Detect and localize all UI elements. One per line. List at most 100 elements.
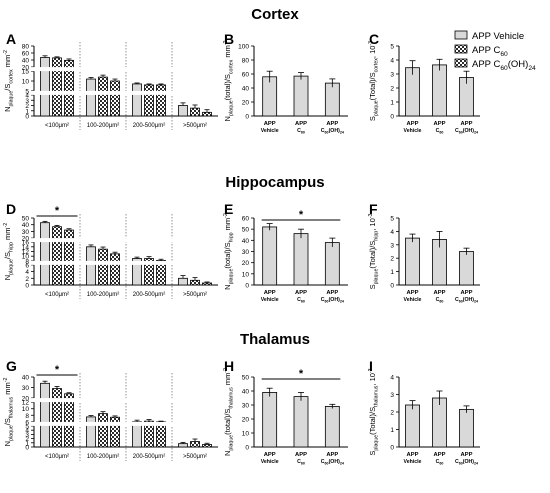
bar <box>98 76 108 117</box>
bar <box>86 246 96 286</box>
y-axis-label-part: cortex <box>373 58 379 73</box>
axis-break <box>30 67 220 72</box>
y-axis-label-part: cortex <box>8 69 14 84</box>
bar <box>178 277 188 286</box>
bar <box>405 237 420 286</box>
x-category-sublabel-part: (OH) <box>463 128 475 134</box>
y-axis-label-part: thalamus <box>373 385 379 407</box>
x-category-label: >500μm² <box>183 454 207 460</box>
x-category-sublabel-part: C <box>297 459 301 465</box>
panel-letter: I <box>369 358 373 374</box>
y-axis-label-part: , 10 <box>368 46 377 59</box>
x-category-sublabel-part: 60 <box>439 131 443 135</box>
y-axis-label-part: plaque <box>228 269 234 285</box>
y-axis-label-part: mm <box>223 45 232 60</box>
y-tick-label: 3 <box>390 72 394 79</box>
x-category-sublabel: C60 <box>297 297 305 304</box>
bar <box>52 388 62 448</box>
bar <box>262 391 278 448</box>
y-axis-label-part: S <box>368 116 377 121</box>
y-axis-label-part: -2 <box>3 377 9 382</box>
x-category-sublabel-part: 60 <box>301 462 305 466</box>
x-category-label: APP <box>264 290 276 296</box>
bar <box>293 233 309 286</box>
bar <box>98 248 108 286</box>
y-axis-label-part: mm <box>223 373 232 388</box>
x-category-sublabel: C60 <box>297 459 305 466</box>
x-category-label: APP <box>295 121 307 127</box>
x-category-sublabel: Vehicle <box>404 297 422 303</box>
y-axis-label-part: /S <box>3 418 12 425</box>
x-category-label: APP <box>326 290 338 296</box>
y-axis-label-part: N <box>223 116 232 121</box>
x-category-label: <100μm² <box>45 123 69 129</box>
x-category-sublabel: Vehicle <box>261 459 279 465</box>
legend-swatch-1 <box>454 44 468 54</box>
x-category-label: APP <box>264 452 276 458</box>
y-tick-label: 30 <box>22 229 30 236</box>
bar <box>405 404 420 448</box>
y-tick-label: 2 <box>25 436 29 443</box>
x-category-sublabel-part: 60 <box>459 300 463 304</box>
panel-letter: B <box>224 31 234 47</box>
panel-letter: G <box>6 358 17 374</box>
significance-star: * <box>55 364 60 376</box>
x-category-sublabel-part: C <box>321 297 325 303</box>
y-tick-label: 3 <box>25 98 29 105</box>
x-category-sublabel-part: (OH) <box>329 128 341 134</box>
x-category-sublabel-part: 60 <box>301 300 305 304</box>
y-tick-label: 0 <box>245 114 249 121</box>
bar <box>262 226 278 286</box>
y-axis-label: Nplaque(total)/Scortex mm-2 <box>223 40 234 121</box>
x-category-sublabel: C60(OH)24 <box>455 459 478 466</box>
x-category-label: 100-200μm² <box>87 123 119 129</box>
bar <box>405 67 420 117</box>
bar <box>52 57 62 117</box>
x-category-sublabel-part: Vehicle <box>404 459 422 465</box>
y-tick-label: 4 <box>390 229 394 236</box>
bar <box>178 105 188 117</box>
y-tick-label: 0 <box>245 445 249 452</box>
y-tick-label: 30 <box>242 249 250 256</box>
legend-label-1-part: 60 <box>500 51 508 58</box>
x-category-label: APP <box>407 452 419 458</box>
x-category-label: >500μm² <box>183 292 207 298</box>
x-category-label: APP <box>434 121 446 127</box>
x-category-sublabel: C60(OH)24 <box>321 297 344 304</box>
bar <box>190 441 200 448</box>
legend-label-2-part: 24 <box>528 65 536 72</box>
bar <box>459 251 474 286</box>
bar <box>262 76 278 117</box>
y-axis-label-part: cortex <box>228 59 234 74</box>
y-tick-label: 0 <box>25 445 29 452</box>
y-axis-label-part: -2 <box>3 223 9 228</box>
y-tick-label: 5 <box>25 88 29 95</box>
x-category-label: APP <box>326 452 338 458</box>
y-axis-label: Nplaque(total)/Sthalamus mm-2 <box>223 368 234 456</box>
bar <box>40 57 50 117</box>
y-axis-label-part: plaque <box>228 100 234 116</box>
x-category-label: APP <box>461 290 473 296</box>
y-axis-label-part: N <box>3 441 12 446</box>
y-tick-label: 5 <box>390 216 394 223</box>
x-category-label: 100-200μm² <box>87 292 119 298</box>
legend-swatch-0 <box>454 30 468 40</box>
x-category-sublabel-part: C <box>455 128 459 134</box>
y-tick-label: 5 <box>390 44 394 51</box>
x-category-sublabel-part: 24 <box>340 462 344 466</box>
x-category-sublabel-part: 60 <box>325 300 329 304</box>
bar <box>293 75 309 117</box>
bar <box>324 242 340 286</box>
panel-D: D Nplaque/Shipp mm-2 024681012141620304050… <box>3 201 220 299</box>
legend-label-2-part: (OH) <box>508 59 529 70</box>
bar <box>432 397 447 448</box>
x-category-label: APP <box>264 121 276 127</box>
x-category-sublabel-part: Vehicle <box>261 128 279 134</box>
y-axis-label-part: (total)/S <box>223 74 232 100</box>
x-category-label: <100μm² <box>45 454 69 460</box>
y-tick-label: 0 <box>25 114 29 121</box>
y-axis-label-part: plaque <box>373 269 379 285</box>
x-category-sublabel-part: 24 <box>474 300 478 304</box>
